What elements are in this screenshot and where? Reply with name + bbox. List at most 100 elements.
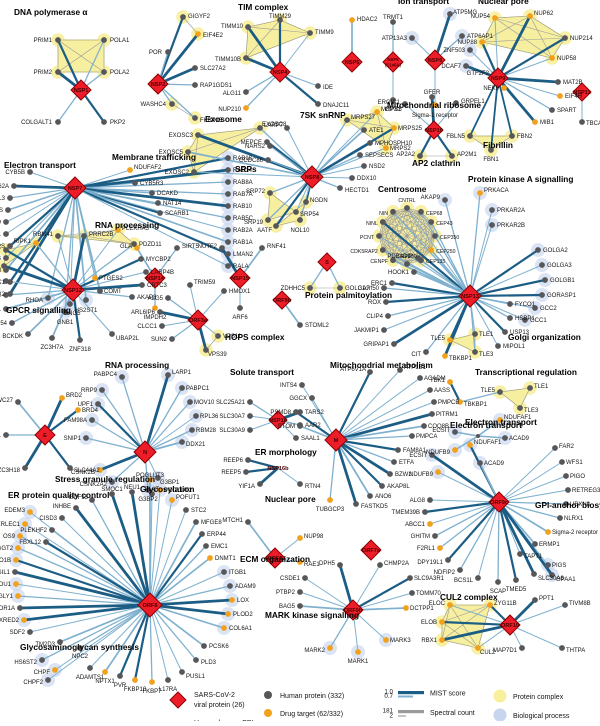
svg-text:TMEM39B: TMEM39B	[392, 510, 420, 516]
svg-text:HMOX1: HMOX1	[229, 289, 251, 295]
svg-text:NSP16b: NSP16b	[267, 466, 289, 472]
svg-text:TLE5: TLE5	[481, 388, 496, 394]
svg-text:NDUFAF1: NDUFAF1	[474, 440, 502, 446]
svg-text:ERLEC1: ERLEC1	[0, 522, 21, 528]
svg-text:WASHC4: WASHC4	[141, 102, 167, 108]
svg-text:UPF1: UPF1	[78, 402, 94, 408]
svg-text:TLE3: TLE3	[479, 352, 494, 358]
svg-text:TBCA: TBCA	[586, 121, 600, 127]
svg-text:HOOK1: HOOK1	[388, 270, 410, 276]
svg-text:NSP6: NSP6	[428, 58, 443, 64]
svg-text:DDX21: DDX21	[186, 442, 206, 448]
svg-text:FAM162A: FAM162A	[0, 184, 9, 190]
svg-text:PITRM1: PITRM1	[436, 412, 459, 418]
svg-text:ZC3H18: ZC3H18	[0, 468, 21, 474]
svg-text:(C145A): (C145A)	[385, 63, 401, 68]
svg-text:PMPCA: PMPCA	[416, 434, 437, 440]
svg-text:ORF8: ORF8	[143, 603, 158, 609]
svg-text:NEK9: NEK9	[483, 86, 499, 92]
svg-text:GGCX: GGCX	[289, 396, 307, 402]
svg-text:RPL36: RPL36	[200, 414, 219, 420]
svg-text:NSP10: NSP10	[425, 128, 443, 134]
svg-text:CISD3: CISD3	[39, 516, 57, 522]
svg-text:MIST score: MIST score	[430, 691, 466, 698]
svg-text:LOX: LOX	[237, 598, 249, 604]
svg-text:M: M	[334, 438, 339, 444]
svg-text:ANO6: ANO6	[375, 494, 392, 500]
svg-text:GPCR signalling: GPCR signalling	[6, 305, 71, 315]
svg-text:NSP5: NSP5	[388, 57, 400, 62]
svg-text:NSP7: NSP7	[68, 186, 83, 192]
svg-text:PRIM2: PRIM2	[34, 70, 53, 76]
svg-text:Protein palmitoylation: Protein palmitoylation	[305, 290, 392, 300]
svg-text:NDUFB9: NDUFB9	[409, 472, 434, 478]
svg-text:ERP44: ERP44	[207, 532, 227, 538]
svg-text:NSP4: NSP4	[273, 70, 289, 76]
svg-text:EXOSC3: EXOSC3	[169, 133, 194, 139]
svg-text:RBX1: RBX1	[421, 638, 437, 644]
svg-text:NEU1: NEU1	[124, 485, 141, 491]
svg-text:ORF10: ORF10	[501, 623, 519, 629]
svg-text:NDFIP2: NDFIP2	[434, 570, 456, 576]
svg-text:WFS1: WFS1	[566, 460, 583, 466]
svg-text:ELOB: ELOB	[421, 620, 437, 626]
svg-text:ACAD9: ACAD9	[509, 436, 530, 442]
svg-text:NUP88: NUP88	[458, 40, 478, 46]
svg-text:CUL2 complex: CUL2 complex	[440, 592, 498, 602]
svg-text:SRP54: SRP54	[300, 212, 320, 218]
svg-text:NAT14: NAT14	[163, 201, 182, 207]
svg-text:SDF2: SDF2	[10, 630, 26, 636]
svg-text:PPT1: PPT1	[539, 596, 555, 602]
svg-text:UBAP2L: UBAP2L	[116, 336, 140, 342]
svg-text:TIMM9: TIMM9	[315, 30, 334, 36]
svg-text:Centrosome: Centrosome	[378, 184, 427, 194]
svg-text:GPAA1: GPAA1	[556, 577, 576, 583]
svg-text:JAKMIP1: JAKMIP1	[354, 328, 380, 334]
svg-text:NSP14: NSP14	[146, 276, 165, 282]
svg-text:AASS: AASS	[434, 388, 450, 394]
svg-text:GCC2: GCC2	[540, 306, 557, 312]
svg-text:RHOA: RHOA	[26, 298, 43, 304]
svg-text:G3BP2: G3BP2	[138, 497, 158, 503]
svg-text:Nuclear pore: Nuclear pore	[478, 0, 529, 6]
svg-text:TIMM29: TIMM29	[269, 14, 292, 20]
svg-text:TIMM10: TIMM10	[221, 24, 244, 30]
svg-text:TIMM10B: TIMM10B	[215, 57, 241, 63]
svg-text:TOMM70: TOMM70	[416, 591, 442, 597]
svg-text:Mitochondrial ribosome: Mitochondrial ribosome	[387, 100, 481, 110]
svg-text:TIM complex: TIM complex	[238, 2, 289, 12]
svg-text:CEP350: CEP350	[440, 235, 459, 241]
svg-text:GPI-anchor biosynthesis: GPI-anchor biosynthesis	[535, 500, 600, 510]
svg-text:FBN2: FBN2	[517, 134, 533, 140]
svg-text:Exosome: Exosome	[205, 114, 242, 124]
svg-text:PCSK6: PCSK6	[209, 644, 229, 650]
svg-text:SARS-CoV-2: SARS-CoV-2	[194, 692, 235, 699]
svg-text:GOLGA3: GOLGA3	[547, 263, 572, 269]
svg-text:NGLY1: NGLY1	[0, 594, 14, 600]
svg-text:STOM: STOM	[278, 424, 295, 430]
svg-text:NUP214: NUP214	[570, 36, 593, 42]
svg-text:STC2: STC2	[191, 508, 207, 514]
svg-text:HS2ST1: HS2ST1	[75, 308, 98, 314]
svg-text:TLE3: TLE3	[524, 408, 539, 414]
svg-text:L17RA: L17RA	[159, 687, 177, 693]
svg-text:ATP13A3: ATP13A3	[382, 36, 408, 42]
svg-text:ETFA: ETFA	[399, 460, 414, 466]
svg-text:TARS2: TARS2	[305, 410, 325, 416]
svg-text:FBLN5: FBLN5	[446, 134, 465, 140]
svg-text:TIVM8B: TIVM8B	[569, 601, 591, 607]
svg-text:NGDN: NGDN	[310, 198, 328, 204]
svg-text:CEP43: CEP43	[436, 221, 453, 227]
svg-text:Fibrillin: Fibrillin	[483, 140, 513, 150]
svg-text:viral protein (26): viral protein (26)	[194, 702, 245, 709]
svg-text:ORF7a: ORF7a	[362, 548, 381, 554]
svg-text:GRIPAP1: GRIPAP1	[363, 342, 389, 348]
svg-text:CYB5R3: CYB5R3	[140, 181, 164, 187]
svg-text:RNF41: RNF41	[267, 244, 287, 250]
svg-text:FASTKD5: FASTKD5	[361, 504, 388, 510]
svg-text:CHPF2: CHPF2	[23, 680, 43, 686]
svg-text:TLE1: TLE1	[479, 332, 494, 338]
svg-text:AAR2: AAR2	[305, 423, 321, 429]
svg-text:ECM organization: ECM organization	[240, 554, 310, 564]
svg-text:CDK5RAP2: CDK5RAP2	[350, 249, 378, 255]
